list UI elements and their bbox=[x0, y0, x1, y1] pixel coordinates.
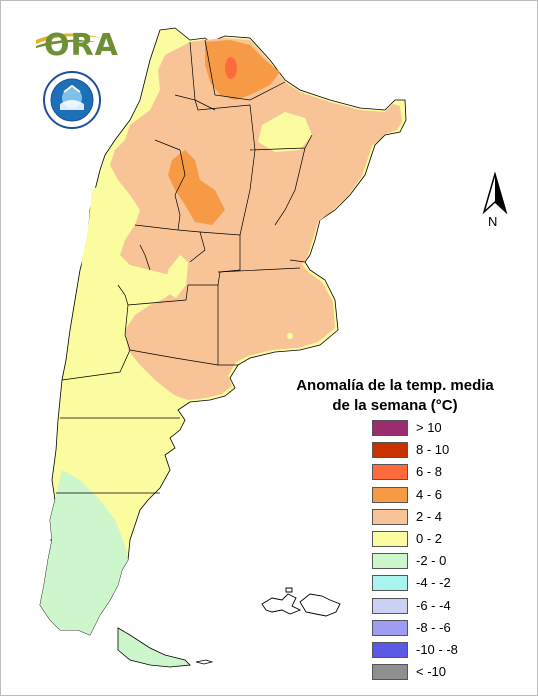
malvinas-islands bbox=[261, 587, 341, 617]
legend-swatch bbox=[372, 420, 408, 436]
anomaly-zone-minus2-0 bbox=[40, 470, 128, 635]
legend-title-line2: de la semana (°C) bbox=[332, 397, 458, 414]
legend-label: 8 - 10 bbox=[416, 442, 450, 458]
ora-logo bbox=[36, 33, 102, 48]
legend-swatch bbox=[372, 619, 408, 636]
anomaly-zone-2-4 bbox=[110, 38, 402, 400]
anomaly-zone-0-2-central bbox=[166, 255, 188, 298]
legend-label: -8 - -6 bbox=[416, 619, 451, 635]
legend-title: Anomalía de la temp. media de la semana … bbox=[290, 376, 500, 416]
legend-swatch bbox=[372, 464, 408, 481]
legend-label: 6 - 8 bbox=[416, 464, 443, 480]
legend-swatch bbox=[372, 508, 408, 525]
legend-label: 2 - 4 bbox=[416, 508, 443, 524]
legend-title-line1: Anomalía de la temp. media bbox=[296, 377, 494, 394]
legend-label: 0 - 2 bbox=[416, 530, 443, 546]
anomaly-zone-0-2-northeast bbox=[258, 112, 312, 152]
province-borders bbox=[50, 39, 313, 541]
north-label: N bbox=[488, 214, 498, 229]
legend-swatch bbox=[372, 553, 408, 570]
legend-label: > 10 bbox=[416, 420, 442, 435]
tierra-del-fuego bbox=[117, 627, 191, 668]
anomaly-dot-0-2 bbox=[287, 333, 293, 339]
legend-label: -10 - -8 bbox=[416, 641, 458, 657]
smn-seal-logo bbox=[43, 71, 101, 129]
legend-label: -4 - -2 bbox=[416, 575, 451, 591]
legend-swatch bbox=[372, 575, 408, 592]
legend-swatch bbox=[372, 486, 408, 503]
anomaly-zone-0-2-west bbox=[80, 175, 125, 300]
legend-label: -2 - 0 bbox=[416, 553, 447, 569]
legend-swatch bbox=[372, 664, 408, 681]
anomaly-zone-6-8 bbox=[225, 57, 237, 79]
legend-label: 4 - 6 bbox=[416, 486, 443, 502]
legend-swatch bbox=[372, 530, 408, 547]
anomaly-zone-4-6-north bbox=[205, 40, 280, 100]
legend-swatch bbox=[372, 641, 408, 658]
isla-de-los-estados bbox=[195, 659, 214, 665]
ora-logo-text: ORA bbox=[44, 28, 119, 63]
legend-swatch bbox=[372, 442, 408, 459]
legend-label: -6 - -4 bbox=[416, 597, 451, 613]
legend-label: < -10 bbox=[416, 664, 446, 680]
north-arrow-icon bbox=[482, 172, 508, 215]
legend-swatch bbox=[372, 597, 408, 614]
anomaly-zone-4-6-central bbox=[168, 150, 225, 225]
